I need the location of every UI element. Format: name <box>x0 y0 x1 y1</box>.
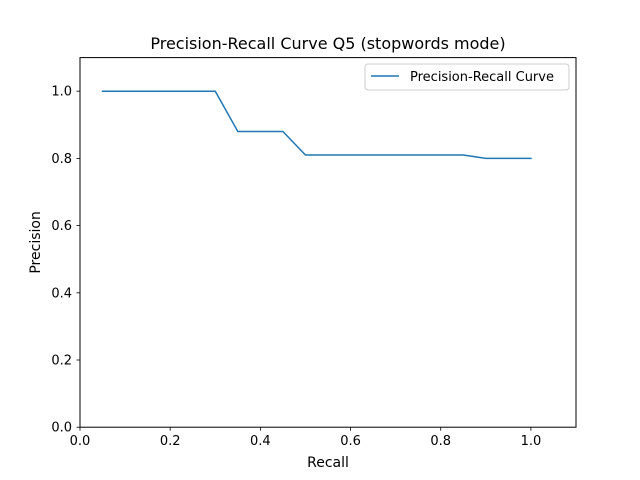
x-tick-label: 0.0 <box>70 434 91 449</box>
y-tick-label: 0.8 <box>51 152 72 167</box>
chart-title: Precision-Recall Curve Q5 (stopwords mod… <box>150 34 505 53</box>
y-tick-label: 0.4 <box>51 286 72 301</box>
x-tick-label: 0.6 <box>340 434 361 449</box>
x-tick-label: 0.4 <box>250 434 271 449</box>
y-tick-label: 1.0 <box>51 85 72 100</box>
series-line-0 <box>101 90 532 160</box>
y-axis-ticks: 0.0 0.2 0.4 0.6 0.8 1.0 <box>51 85 80 436</box>
x-axis-label: Recall <box>307 455 349 471</box>
y-axis-label: Precision <box>28 211 44 273</box>
x-tick-label: 0.2 <box>160 434 181 449</box>
legend: Precision-Recall Curve <box>364 63 570 91</box>
x-tick-label: 0.8 <box>430 434 451 449</box>
x-axis-ticks: 0.0 0.2 0.4 0.6 0.8 1.0 <box>70 427 542 449</box>
legend-label: Precision-Recall Curve <box>410 70 554 85</box>
x-tick-label: 1.0 <box>521 434 542 449</box>
plot-frame <box>79 57 577 428</box>
y-tick-label: 0.0 <box>51 421 72 436</box>
y-tick-label: 0.2 <box>51 354 72 369</box>
plot-area <box>80 57 576 428</box>
legend-box <box>364 63 570 91</box>
y-tick-label: 0.6 <box>51 219 72 234</box>
series-layer <box>101 90 532 160</box>
